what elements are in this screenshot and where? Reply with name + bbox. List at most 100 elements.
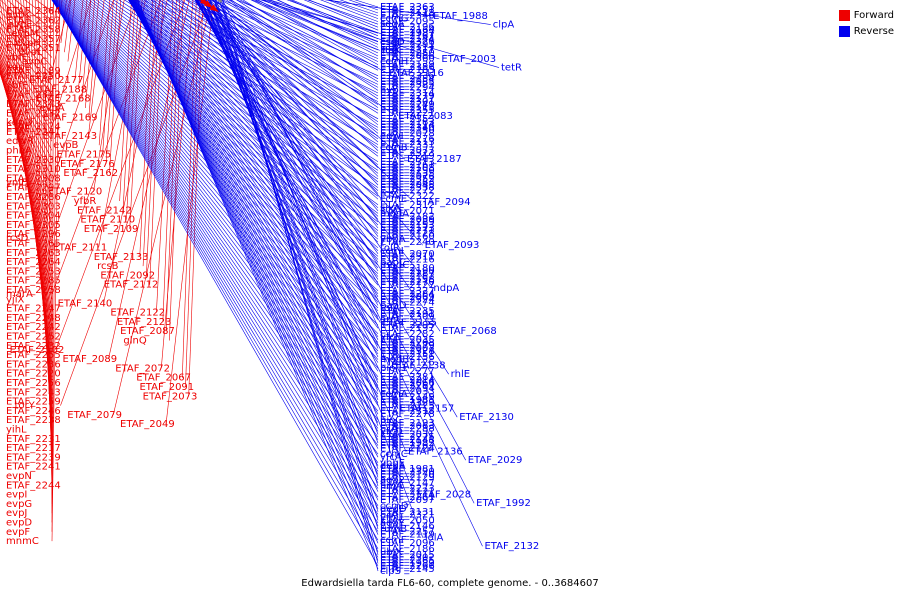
reverse-gene-label: ccmG: [380, 14, 409, 25]
forward-gene-label: ETAF_2111: [53, 243, 108, 254]
reverse-gene-label: ETAF_2173: [380, 223, 435, 234]
reverse-gene-label: ETAF_2321: [380, 509, 435, 520]
reverse-gene-label: ybgA: [380, 234, 406, 245]
forward-gene-label: evpM: [11, 29, 38, 40]
reverse-leader-line: [103, 0, 379, 197]
figure-caption: Edwardsiella tarda FL6-60, complete geno…: [301, 578, 599, 589]
reverse-leader-line: [135, 0, 379, 544]
forward-leader-line: [51, 0, 114, 183]
reverse-leader-line: [133, 0, 379, 527]
forward-leader-line: [43, 0, 53, 495]
forward-leader-line: [98, 0, 111, 146]
reverse-gene-label: ccmI: [380, 246, 404, 257]
reverse-leader-line: [52, 0, 379, 429]
reverse-gene-label: ETAF_2346: [380, 11, 435, 22]
reverse-leader-line: [53, 0, 379, 558]
reverse-gene-label: ETAF_2137: [380, 94, 435, 105]
reverse-leader-line: [137, 0, 379, 570]
reverse-gene-label: sixA: [380, 203, 401, 214]
reverse-leader-line: [66, 0, 379, 309]
reverse-gene-label: ETAF_2320: [380, 466, 435, 477]
forward-leader-line: [14, 0, 53, 30]
forward-leader-line: [0, 0, 53, 49]
reverse-leader-line: [255, 0, 380, 51]
reverse-gene-label: ETAF_2216: [380, 254, 435, 265]
reverse-leader-line: [130, 0, 379, 329]
forward-gene-label: ETAF_2255: [6, 350, 61, 361]
reverse-gene-label: fimA: [380, 481, 403, 492]
reverse-gene-label: ETAF_2117: [380, 42, 435, 53]
reverse-gene-label: ETAF_2267: [380, 380, 435, 391]
reverse-gene-label: ETAF_2125: [380, 401, 435, 412]
reverse-gene-label: ftsK: [382, 45, 401, 56]
reverse-gene-label: ETAF_2170: [380, 469, 435, 480]
reverse-gene-label: ETAF_2193: [380, 418, 435, 429]
forward-leader-line: [50, 0, 53, 514]
reverse-leader-line: [166, 0, 379, 166]
reverse-gene-label: papD: [380, 300, 407, 311]
reverse-gene-label: tetR: [501, 63, 522, 74]
reverse-leader-line: [211, 0, 379, 143]
reverse-gene-label: ETAF_2187: [407, 154, 462, 165]
reverse-leader-line: [208, 0, 379, 151]
reverse-leader-line: [194, 0, 379, 263]
forward-gene-label: ETAF_2169: [43, 112, 98, 123]
forward-leader-line: [109, 0, 122, 174]
forward-gene-label: evpK: [6, 10, 31, 21]
reverse-leader-line: [51, 0, 379, 472]
reverse-gene-label: ETAF_2327: [380, 286, 435, 297]
forward-gene-label: ETAF_2358: [6, 25, 61, 36]
reverse-gene-label: ETAF_2085: [380, 77, 435, 88]
legend-item-reverse: Reverse: [838, 23, 894, 39]
forward-gene-label: ETAF_2247: [6, 304, 61, 315]
forward-leader-line: [169, 0, 184, 341]
reverse-leader-line: [134, 0, 379, 286]
reverse-gene-label: ETAF_2070: [380, 249, 435, 260]
forward-leader-line: [0, 71, 53, 216]
forward-leader-line: [37, 0, 53, 477]
reverse-leader-line: [204, 0, 379, 169]
reverse-gene-label: ETAF_2132: [484, 541, 539, 552]
reverse-gene-label: ETAF_2317: [380, 45, 435, 56]
reverse-leader-line: [133, 0, 379, 518]
forward-leader-line: [0, 53, 53, 151]
reverse-gene-label: ETAF_2114: [380, 120, 435, 131]
forward-leader-line: [0, 70, 53, 253]
forward-leader-line: [0, 62, 53, 281]
reverse-leader-line: [132, 0, 379, 509]
reverse-leader-line: [209, 0, 379, 77]
reverse-gene-label: ETAF_2138: [391, 361, 446, 372]
forward-leader-line: [40, 0, 53, 486]
forward-leader-line: [0, 5, 53, 58]
reverse-leader-line: [135, 0, 379, 552]
reverse-leader-line: [139, 0, 379, 252]
reverse-gene-label: dedD: [380, 504, 407, 515]
reverse-gene-label: ETAF_2154: [380, 74, 435, 85]
forward-gene-label: ETAF_2305: [6, 220, 61, 231]
reverse-leader-line: [257, 0, 379, 65]
forward-gene-label: ETAF_2351: [6, 43, 61, 54]
forward-gene-label: kdpD: [6, 118, 32, 129]
forward-gene-label: ETAF_2330: [6, 155, 61, 166]
reverse-gene-label: rumB: [380, 524, 407, 535]
reverse-gene-label: ETAF_2235: [380, 306, 435, 317]
forward-gene-label: ybfF: [6, 53, 28, 64]
forward-leader-line: [0, 41, 53, 123]
reverse-gene-label: ETAF_2003: [441, 54, 496, 65]
forward-leader-line: [105, 0, 118, 164]
reverse-gene-label: ETAF_2113: [380, 137, 435, 148]
reverse-gene-label: agaY: [380, 518, 406, 529]
reverse-leader-line: [53, 0, 379, 420]
forward-gene-label: ETAF_2079: [67, 410, 122, 421]
forward-gene-label: evpE: [8, 19, 33, 30]
reverse-gene-label: ETAF_2151: [380, 349, 435, 360]
forward-leader-line: [0, 66, 53, 272]
reverse-gene-label: ccmA: [380, 389, 408, 400]
reverse-gene-label: ETAF_2282: [380, 329, 435, 340]
forward-gene-label: evpI: [6, 490, 27, 501]
reverse-gene-label: ETAF_2083: [398, 111, 453, 122]
reverse-gene-label: ETAF_2131: [380, 507, 435, 518]
reverse-leader-line: [136, 0, 379, 561]
reverse-gene-label: ETAF_2086: [380, 51, 435, 62]
